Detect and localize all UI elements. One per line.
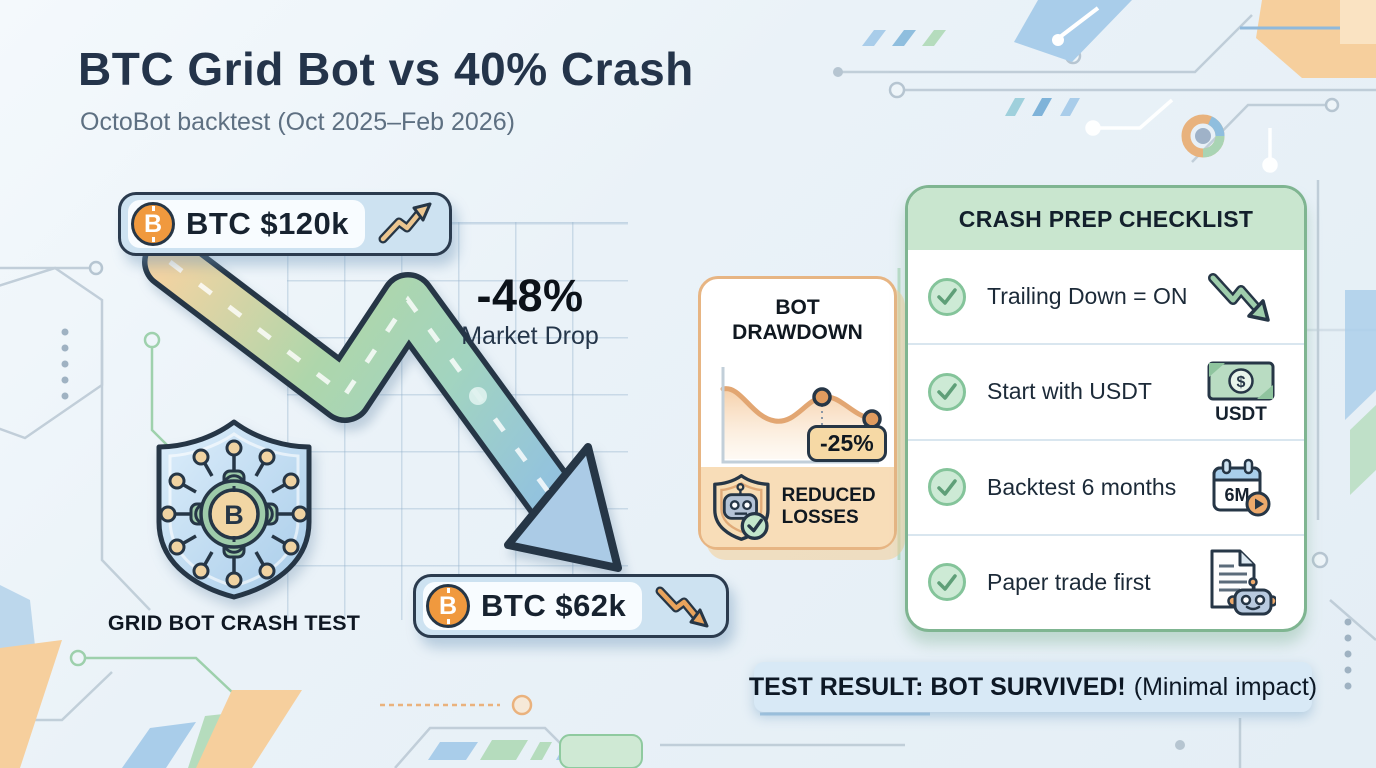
checklist-title: CRASH PREP CHECKLIST (908, 188, 1304, 250)
check-circle-icon (928, 372, 966, 411)
crash-prep-checklist-panel: CRASH PREP CHECKLIST Trailing Down = ON … (905, 185, 1307, 632)
test-result-detail: (Minimal impact) (1133, 672, 1318, 701)
check-circle-icon (928, 563, 966, 602)
grid-bot-shield-icon: B (156, 419, 312, 600)
calendar-6m-text: 6M (1224, 485, 1249, 505)
paper-robot-icon (1210, 549, 1276, 616)
trend-down-arrow-icon (655, 586, 709, 628)
usdt-bill-icon: $ (1207, 361, 1275, 401)
check-circle-icon (928, 277, 966, 316)
dollar-glyph: $ (1237, 374, 1246, 391)
checklist-item-label: Trailing Down = ON (987, 283, 1188, 310)
test-result-highlight: TEST RESULT: BOT SURVIVED! (748, 672, 1126, 701)
drawdown-card-title: BOT DRAWDOWN (732, 296, 863, 345)
market-drop-value: -48% (476, 270, 584, 321)
trend-down-arrow-icon (1208, 272, 1270, 322)
trend-up-arrow-icon (378, 202, 432, 244)
checklist-item-label: Paper trade first (987, 568, 1151, 595)
market-drop-label: Market Drop (461, 322, 599, 350)
checklist-item-paper-trade: Paper trade first (908, 536, 1304, 629)
bitcoin-icon: B (131, 202, 175, 246)
crash-zigzag-arrow (142, 234, 622, 572)
check-circle-icon (928, 468, 966, 507)
calendar-6m-icon: 6M (1212, 458, 1271, 517)
checklist-item-backtest: Backtest 6 months 6M (908, 441, 1304, 536)
page-subtitle: OctoBot backtest (Oct 2025–Feb 2026) (80, 108, 515, 136)
drawdown-footer-label: REDUCED LOSSES (781, 485, 876, 528)
checklist-item-label: Backtest 6 months (987, 473, 1177, 500)
btc-end-pill: B BTC $62k (423, 582, 643, 630)
checklist-item-usdt: Start with USDT $ USDT (908, 345, 1304, 441)
checklist-item-trailing-down: Trailing Down = ON (908, 250, 1304, 346)
test-result-banner: TEST RESULT: BOT SURVIVED! (Minimal impa… (749, 662, 1317, 712)
donut-chart-decoration (1181, 114, 1225, 158)
page-title: BTC Grid Bot vs 40% Crash (78, 43, 694, 95)
btc-start-price-label: BTC $120k (186, 206, 350, 241)
drawdown-card-footer: REDUCED LOSSES (701, 467, 894, 547)
market-drop-callout: -48% Market Drop (425, 270, 635, 351)
usdt-caption: USDT (1215, 403, 1267, 425)
drawdown-sparkline-chart (720, 367, 882, 464)
shield-caption: GRID BOT CRASH TEST (107, 611, 361, 635)
bot-drawdown-card: BOT DRAWDOWN -25% (698, 276, 897, 550)
drawdown-value-badge: -25% (807, 425, 887, 462)
bitcoin-icon: B (426, 584, 470, 628)
bitcoin-glyph: B (224, 500, 244, 530)
btc-start-pill: B BTC $120k (128, 200, 366, 248)
robot-shield-check-icon (713, 474, 770, 541)
gear-icon: B (189, 469, 279, 559)
btc-end-price-badge: B BTC $62k (413, 574, 730, 638)
btc-start-price-badge: B BTC $120k (118, 192, 453, 256)
checklist-item-label: Start with USDT (987, 378, 1152, 405)
btc-end-price-label: BTC $62k (481, 588, 627, 623)
